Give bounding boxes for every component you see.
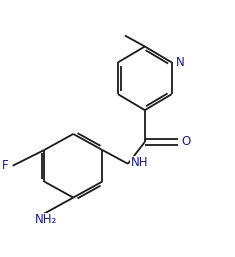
Text: NH: NH xyxy=(131,156,148,169)
Text: N: N xyxy=(176,56,184,69)
Text: F: F xyxy=(2,159,8,172)
Text: O: O xyxy=(181,135,191,149)
Text: NH₂: NH₂ xyxy=(35,214,58,226)
